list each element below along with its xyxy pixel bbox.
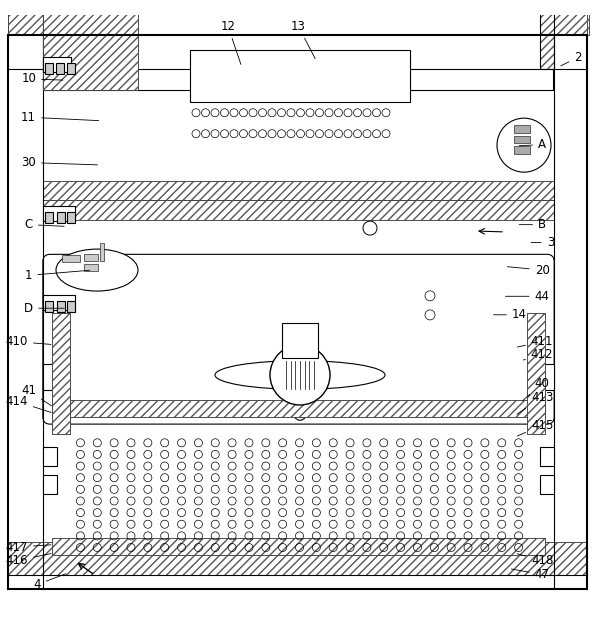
Bar [43, 0, 553, 90]
Bar [52, 313, 70, 434]
Bar [540, 0, 554, 69]
Bar [282, 324, 318, 358]
Text: D: D [24, 302, 64, 315]
Text: 2: 2 [561, 51, 581, 66]
Text: 3: 3 [531, 236, 554, 249]
Bar [514, 125, 530, 133]
Text: 417: 417 [5, 540, 51, 553]
Text: 412: 412 [523, 348, 553, 361]
Bar [43, 291, 554, 308]
Text: 47: 47 [512, 568, 550, 581]
Bar [67, 212, 75, 223]
Text: 413: 413 [517, 391, 553, 414]
Bar [43, 364, 65, 390]
Bar [43, 48, 554, 69]
Text: 418: 418 [517, 554, 553, 567]
Bar [532, 364, 554, 390]
Bar [527, 313, 545, 434]
Bar [43, 0, 138, 90]
Bar [527, 313, 545, 434]
Text: 415: 415 [517, 419, 553, 436]
Circle shape [425, 310, 435, 320]
Ellipse shape [285, 330, 315, 420]
Text: 10: 10 [21, 73, 63, 86]
Bar [84, 264, 98, 271]
Bar [540, 475, 554, 494]
Bar [8, 542, 587, 575]
Bar [43, 475, 57, 494]
Bar [514, 136, 530, 143]
Bar [43, 206, 75, 222]
Bar [43, 295, 75, 310]
Text: A: A [519, 138, 546, 151]
Text: 41: 41 [21, 384, 51, 406]
Circle shape [270, 345, 330, 405]
Text: 11: 11 [21, 111, 99, 124]
Bar [43, 291, 554, 308]
Ellipse shape [215, 361, 385, 389]
Bar [45, 212, 53, 223]
Bar [43, 272, 554, 289]
Text: 12: 12 [220, 20, 241, 64]
Bar [52, 313, 70, 434]
Bar [43, 272, 554, 289]
Bar [67, 300, 75, 312]
Text: 416: 416 [5, 553, 51, 567]
FancyBboxPatch shape [43, 254, 554, 424]
Bar [540, 446, 554, 466]
Circle shape [497, 118, 551, 172]
Text: 40: 40 [522, 377, 549, 401]
Bar [8, 2, 587, 36]
Bar [52, 538, 545, 555]
Bar [514, 146, 530, 154]
Bar [43, 446, 57, 466]
Ellipse shape [56, 249, 138, 291]
Text: 1: 1 [25, 269, 90, 282]
Bar [43, 58, 71, 72]
Text: C: C [24, 218, 64, 231]
Text: 411: 411 [518, 335, 553, 348]
Bar [57, 300, 65, 312]
Bar [8, 2, 587, 36]
Text: 4: 4 [33, 573, 66, 591]
Bar [84, 254, 98, 260]
Bar [8, 0, 43, 36]
Bar [57, 212, 65, 223]
Bar [554, 0, 589, 36]
Bar [52, 400, 545, 417]
Text: 14: 14 [494, 308, 527, 321]
Text: 13: 13 [291, 20, 315, 59]
Bar [43, 390, 554, 403]
Bar [43, 200, 554, 220]
Text: 414: 414 [5, 395, 51, 413]
Circle shape [363, 221, 377, 235]
Bar [540, 0, 554, 69]
Bar [52, 400, 545, 417]
Bar [43, 0, 138, 90]
Text: 20: 20 [507, 264, 549, 277]
Bar [43, 390, 554, 403]
Bar [43, 200, 554, 220]
Bar [540, 0, 554, 69]
Text: 44: 44 [506, 290, 550, 303]
Bar [45, 300, 53, 312]
Bar [100, 244, 104, 260]
Text: 410: 410 [5, 335, 51, 348]
Bar [56, 63, 64, 74]
Circle shape [425, 291, 435, 301]
Bar [43, 182, 554, 200]
Bar [62, 255, 80, 262]
Bar [43, 48, 554, 69]
Bar [554, 0, 589, 36]
Bar [190, 50, 410, 102]
Text: 30: 30 [21, 156, 97, 169]
Bar [67, 63, 75, 74]
Bar [8, 542, 587, 575]
Bar [43, 182, 554, 200]
Bar [45, 63, 53, 74]
Bar [8, 0, 43, 36]
Text: B: B [519, 218, 546, 231]
Bar [52, 538, 545, 555]
